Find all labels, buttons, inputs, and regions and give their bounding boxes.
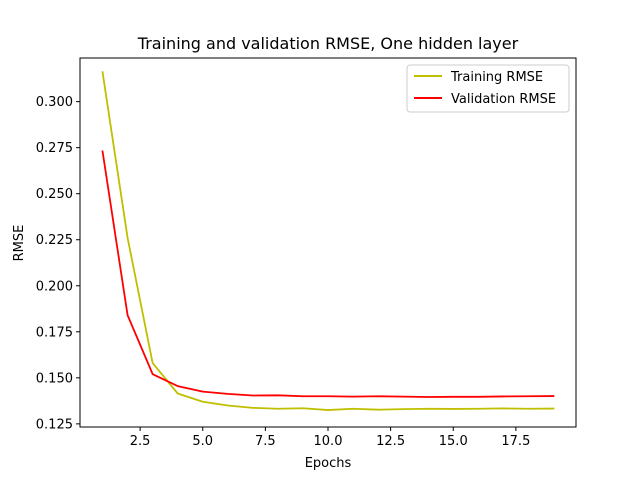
legend-label-training: Training RMSE	[450, 70, 543, 85]
series-layer	[101, 71, 555, 411]
y-tick-label: 0.200	[36, 279, 73, 294]
y-tick-label: 0.275	[36, 141, 73, 156]
x-tick-label: 12.5	[376, 434, 405, 449]
chart-title: Training and validation RMSE, One hidden…	[137, 34, 519, 53]
x-tick-label: 7.5	[255, 434, 276, 449]
y-tick-label: 0.175	[36, 325, 73, 340]
y-tick-label: 0.300	[36, 95, 73, 110]
y-axis: 0.125 0.150 0.175 0.200 0.225 0.250 0.275 0.300	[36, 95, 80, 432]
x-tick-label: 2.5	[130, 434, 151, 449]
series-line-validation	[101, 150, 555, 398]
x-tick-label: 17.5	[501, 434, 530, 449]
x-tick-label: 10.0	[314, 434, 343, 449]
y-tick-label: 0.250	[36, 187, 73, 202]
series-line-training	[101, 71, 555, 411]
y-tick-label: 0.125	[36, 417, 73, 432]
legend: Training RMSE Validation RMSE	[406, 64, 570, 113]
x-axis-title: Epochs	[305, 456, 352, 471]
x-axis: 2.5 5.0 7.5 10.0 12.5 15.0 17.5	[130, 427, 530, 449]
x-tick-label: 5.0	[192, 434, 213, 449]
y-tick-label: 0.225	[36, 233, 73, 248]
legend-box	[406, 64, 570, 113]
y-axis-title: RMSE	[12, 225, 27, 262]
x-tick-label: 15.0	[439, 434, 468, 449]
legend-label-validation: Validation RMSE	[451, 92, 556, 107]
y-tick-label: 0.150	[36, 371, 73, 386]
